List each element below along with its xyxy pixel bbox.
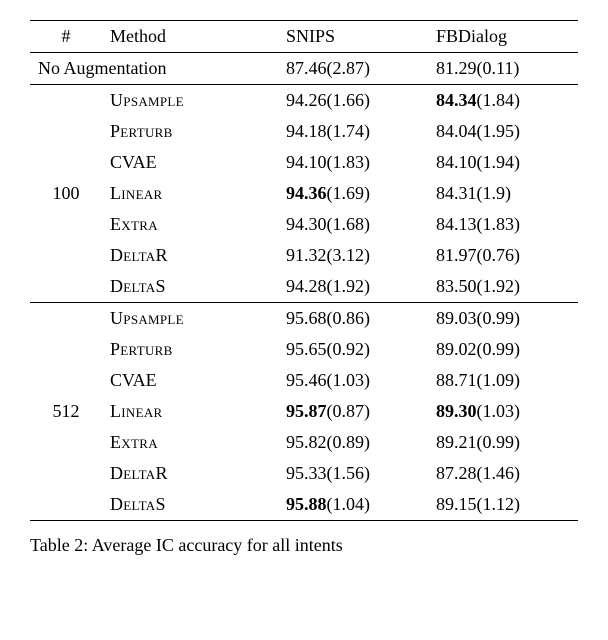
method-name: Extra [102, 427, 278, 458]
snips-val: 95.82(0.89) [278, 427, 428, 458]
table-row: DeltaS95.88(1.04)89.15(1.12) [30, 489, 578, 521]
col-method: Method [102, 21, 278, 53]
group-n-empty [30, 427, 102, 458]
table-row: Upsample94.26(1.66)84.34(1.84) [30, 85, 578, 117]
col-snips: SNIPS [278, 21, 428, 53]
fb-val: 84.34(1.84) [428, 85, 578, 117]
fb-val: 89.21(0.99) [428, 427, 578, 458]
method-name: CVAE [102, 147, 278, 178]
method-name: DeltaR [102, 240, 278, 271]
method-name: Extra [102, 209, 278, 240]
group-n-empty [30, 303, 102, 335]
table-row: Perturb95.65(0.92)89.02(0.99) [30, 334, 578, 365]
group-n-empty [30, 458, 102, 489]
snips-val: 95.46(1.03) [278, 365, 428, 396]
results-table: # Method SNIPS FBDialog No Augmentation … [30, 20, 578, 521]
group-n-empty [30, 209, 102, 240]
group-n-empty [30, 147, 102, 178]
header-row: # Method SNIPS FBDialog [30, 21, 578, 53]
method-name: Linear [102, 178, 278, 209]
snips-val: 94.30(1.68) [278, 209, 428, 240]
fb-val: 89.02(0.99) [428, 334, 578, 365]
fb-val: 89.30(1.03) [428, 396, 578, 427]
method-name: Perturb [102, 334, 278, 365]
table-row: Perturb94.18(1.74)84.04(1.95) [30, 116, 578, 147]
fb-val: 89.15(1.12) [428, 489, 578, 521]
group-n-empty [30, 271, 102, 303]
snips-val: 94.36(1.69) [278, 178, 428, 209]
fb-val: 83.50(1.92) [428, 271, 578, 303]
group-n-empty [30, 85, 102, 117]
fb-val: 81.97(0.76) [428, 240, 578, 271]
method-name: Linear [102, 396, 278, 427]
group-n-empty [30, 334, 102, 365]
snips-val: 95.87(0.87) [278, 396, 428, 427]
col-hash: # [30, 21, 102, 53]
noaug-label: No Augmentation [30, 53, 278, 85]
caption-prefix: Table 2: [30, 535, 92, 555]
table-row: Upsample95.68(0.86)89.03(0.99) [30, 303, 578, 335]
snips-val: 91.32(3.12) [278, 240, 428, 271]
table-caption: Table 2: Average IC accuracy for all int… [30, 535, 578, 556]
col-fbdialog: FBDialog [428, 21, 578, 53]
group-n-empty [30, 365, 102, 396]
method-name: CVAE [102, 365, 278, 396]
table-row: Extra94.30(1.68)84.13(1.83) [30, 209, 578, 240]
caption-rest: Average IC accuracy for all intents [92, 535, 343, 555]
group-n-empty [30, 116, 102, 147]
snips-val: 94.26(1.66) [278, 85, 428, 117]
table-row: DeltaR95.33(1.56)87.28(1.46) [30, 458, 578, 489]
noaug-row: No Augmentation 87.46(2.87) 81.29(0.11) [30, 53, 578, 85]
snips-val: 95.88(1.04) [278, 489, 428, 521]
fb-val: 89.03(0.99) [428, 303, 578, 335]
fb-val: 88.71(1.09) [428, 365, 578, 396]
table-row: DeltaR91.32(3.12)81.97(0.76) [30, 240, 578, 271]
table-row: 100Linear94.36(1.69)84.31(1.9) [30, 178, 578, 209]
method-name: DeltaS [102, 489, 278, 521]
group-n-empty [30, 240, 102, 271]
fb-val: 87.28(1.46) [428, 458, 578, 489]
table-row: Extra95.82(0.89)89.21(0.99) [30, 427, 578, 458]
method-name: Upsample [102, 85, 278, 117]
table-row: DeltaS94.28(1.92)83.50(1.92) [30, 271, 578, 303]
method-name: DeltaS [102, 271, 278, 303]
snips-val: 94.28(1.92) [278, 271, 428, 303]
fb-val: 84.10(1.94) [428, 147, 578, 178]
fb-val: 84.31(1.9) [428, 178, 578, 209]
table-row: CVAE95.46(1.03)88.71(1.09) [30, 365, 578, 396]
snips-val: 94.10(1.83) [278, 147, 428, 178]
table-row: CVAE94.10(1.83)84.10(1.94) [30, 147, 578, 178]
group-n: 100 [30, 178, 102, 209]
snips-val: 95.65(0.92) [278, 334, 428, 365]
fb-val: 84.13(1.83) [428, 209, 578, 240]
noaug-fb: 81.29(0.11) [428, 53, 578, 85]
method-name: DeltaR [102, 458, 278, 489]
table-row: 512Linear95.87(0.87)89.30(1.03) [30, 396, 578, 427]
snips-val: 95.68(0.86) [278, 303, 428, 335]
fb-val: 84.04(1.95) [428, 116, 578, 147]
method-name: Perturb [102, 116, 278, 147]
snips-val: 95.33(1.56) [278, 458, 428, 489]
snips-val: 94.18(1.74) [278, 116, 428, 147]
group-n: 512 [30, 396, 102, 427]
noaug-snips: 87.46(2.87) [278, 53, 428, 85]
group-n-empty [30, 489, 102, 521]
method-name: Upsample [102, 303, 278, 335]
